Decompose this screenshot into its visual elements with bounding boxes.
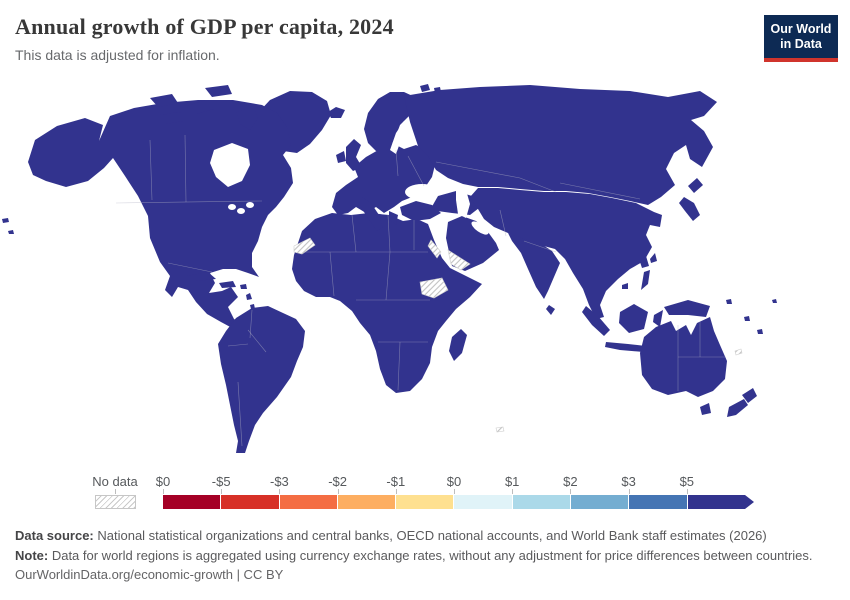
no-data-region — [734, 348, 743, 356]
legend-tick — [115, 489, 116, 494]
no-data-region — [427, 239, 442, 259]
legend-segment[interactable] — [454, 495, 513, 509]
country-borders-layer — [115, 134, 726, 447]
legend-segment[interactable] — [279, 495, 338, 509]
legend-tick — [395, 489, 397, 494]
note-line: Note: Data for world regions is aggregat… — [15, 546, 835, 566]
legend-no-data-label: No data — [92, 474, 138, 489]
no-data-region — [293, 237, 316, 255]
legend-tick — [570, 489, 572, 494]
legend-tick — [628, 489, 630, 494]
legend-tick-label: -$5 — [211, 474, 231, 489]
legend-segment[interactable] — [629, 495, 688, 509]
continents-layer[interactable] — [2, 84, 777, 453]
legend-tick — [279, 489, 281, 494]
credit-line[interactable]: OurWorldinData.org/economic-growth | CC … — [15, 567, 284, 582]
legend-segment[interactable] — [221, 495, 280, 509]
legend-segment[interactable] — [512, 495, 572, 509]
owid-logo-line1: Our World — [770, 22, 832, 36]
legend-tick-label: -$2 — [328, 474, 347, 489]
legend-tick-label: -$3 — [269, 474, 289, 489]
legend-arrow — [745, 495, 754, 509]
legend-segment[interactable] — [396, 495, 455, 509]
legend-tick-label: $0 — [155, 474, 171, 489]
data-source-label: Data source: — [15, 528, 94, 543]
legend-segment[interactable] — [163, 495, 222, 509]
no-data-region — [419, 277, 449, 299]
legend-tick-label: $5 — [679, 474, 695, 489]
legend-tick — [221, 489, 223, 494]
no-data-regions-layer[interactable] — [293, 237, 743, 433]
page-title: Annual growth of GDP per capita, 2024 — [15, 14, 394, 39]
legend-tick — [337, 489, 339, 494]
no-data-region — [495, 426, 505, 433]
legend-tick-label: $3 — [621, 474, 636, 489]
legend-tick-label: $1 — [504, 474, 520, 489]
legend-tick — [686, 489, 688, 494]
chart-subtitle: This data is adjusted for inflation. — [15, 47, 220, 63]
legend-color-bar[interactable] — [163, 495, 745, 509]
legend-tick — [163, 489, 164, 494]
no-data-region — [447, 249, 471, 271]
legend-tick — [454, 489, 455, 494]
data-source-line: Data source: National statistical organi… — [15, 526, 835, 546]
legend-no-data-swatch[interactable] — [95, 495, 136, 509]
chart-footer: Data source: National statistical organi… — [15, 526, 835, 585]
data-source-text: National statistical organizations and c… — [93, 528, 767, 543]
note-label: Note: — [15, 547, 49, 563]
legend-segment[interactable] — [337, 495, 397, 509]
legend-tick-label: -$1 — [386, 474, 406, 489]
chart-header: Annual growth of GDP per capita, 2024 Th… — [15, 14, 755, 63]
legend-tick-label: $2 — [563, 474, 578, 489]
owid-logo-line2: in Data — [780, 37, 822, 51]
owid-logo[interactable]: Our World in Data — [764, 15, 838, 62]
legend-segment[interactable] — [571, 495, 630, 509]
note-text: Data for world regions is aggregated usi… — [48, 547, 813, 563]
legend-segment[interactable] — [687, 495, 745, 509]
legend-tick — [512, 489, 514, 494]
legend-tick-label: $0 — [446, 474, 462, 489]
inland-seas-layer — [210, 121, 489, 235]
